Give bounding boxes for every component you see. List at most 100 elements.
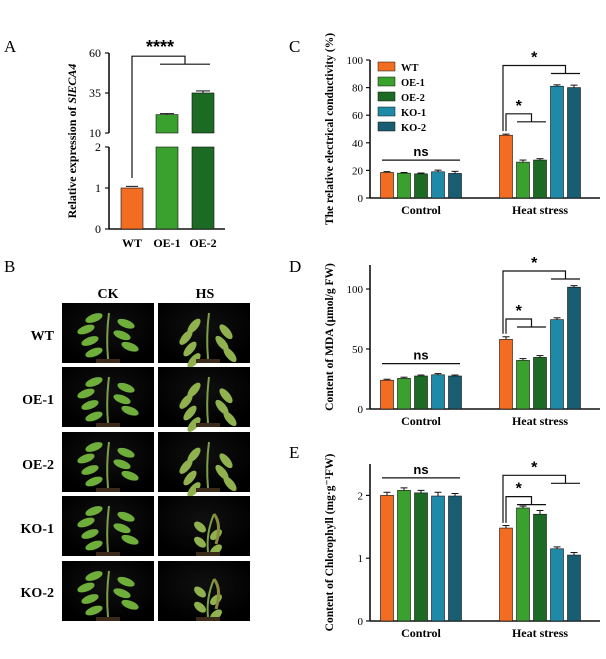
plant-leaf — [187, 417, 201, 432]
plant-leaf — [183, 341, 197, 357]
plant-leaf — [85, 411, 103, 422]
plant-leaf — [121, 534, 139, 545]
plant-leaf — [77, 453, 95, 464]
legend-swatch — [377, 61, 396, 72]
legend-label: WT — [401, 63, 419, 74]
bar — [499, 527, 513, 622]
bar — [380, 172, 394, 199]
sig-d-oe-bracket — [505, 318, 533, 334]
plant-stem — [206, 376, 210, 424]
bar — [414, 375, 428, 410]
bar — [414, 173, 428, 199]
chart-a-relative-expression: 10 35 60 0 1 2 Relative expression of SlECA4 WT… — [65, 37, 225, 250]
bar — [499, 134, 513, 199]
plant-stem — [106, 441, 110, 489]
bar-upper — [191, 92, 215, 134]
category-label: WT — [122, 236, 142, 250]
bar — [448, 495, 462, 622]
legend: WT OE-1 OE-2 KO-1 KO-2 — [377, 61, 426, 134]
plant-leaf — [215, 464, 229, 480]
plant-leaf — [183, 470, 197, 486]
ns-label: ns — [413, 348, 428, 363]
plant-stem — [106, 312, 110, 360]
group-label: Heat stress — [512, 414, 568, 428]
row-label-ko1: KO-1 — [21, 522, 54, 537]
y-tick-label: 50 — [352, 344, 364, 356]
wilted-leaves — [212, 578, 221, 610]
group-label: Control — [401, 203, 441, 217]
row-label-wt: WT — [31, 329, 55, 344]
plant-leaf — [85, 377, 103, 387]
plant-leaf — [117, 382, 135, 393]
group-label: Heat stress — [512, 626, 568, 640]
y-tick-label: 1 — [358, 553, 364, 565]
bar — [516, 161, 530, 199]
plant-leaf — [113, 588, 131, 599]
y-tick-label: 0 — [358, 616, 364, 628]
plant-photo-tile — [158, 367, 250, 427]
bar — [567, 87, 581, 199]
plant-leaf — [194, 586, 206, 598]
bar — [380, 495, 394, 622]
plant-leaf — [194, 601, 206, 613]
y-tick-label: 20 — [352, 165, 364, 177]
y-axis-label: Content of MDA (μmol/g FW) — [324, 263, 336, 411]
y-tick-label: 60 — [89, 46, 101, 60]
sig-c-oe-bracket — [505, 113, 533, 132]
plant-stem — [206, 312, 210, 360]
plant-pot-soil — [96, 423, 120, 427]
plant-stem — [206, 578, 215, 618]
plant-photo-tile — [158, 432, 250, 492]
legend-swatch — [377, 91, 396, 102]
plant-leaf — [85, 540, 103, 551]
sig-d-ko-label: * — [531, 255, 538, 272]
plant-leaf — [179, 330, 193, 345]
plant-photo-tile — [158, 303, 250, 363]
plant-leaf — [113, 523, 131, 534]
chart-d-mda-content: 0 50 100 Content of MDA (μmol/g FW) Control H… — [324, 255, 600, 428]
bar — [431, 374, 445, 410]
significance-label: **** — [146, 37, 174, 57]
bar — [516, 360, 530, 410]
bar — [397, 172, 411, 199]
plant-pot-soil — [196, 359, 220, 363]
wilted-leaves — [212, 513, 221, 545]
group-label: Control — [401, 414, 441, 428]
legend-swatch — [377, 106, 396, 117]
sig-e-oe-bracket — [505, 496, 533, 523]
plant-leaf — [81, 594, 99, 604]
y-tick-label: 10 — [89, 126, 101, 140]
ns-label: ns — [413, 144, 428, 159]
y-tick-label: 0 — [358, 193, 364, 205]
plant-stem — [206, 441, 210, 489]
sig-e-ko-label: * — [531, 459, 538, 476]
sig-c-ko-bracket — [502, 64, 567, 132]
plant-photo-grid: CK HS WT OE-1 OE-2 KO-1 KO-2 — [21, 287, 250, 621]
plant-leaf — [219, 324, 233, 340]
plant-leaf — [113, 330, 131, 341]
sig-d-oe-label: * — [516, 303, 523, 320]
plant-leaf — [223, 476, 237, 492]
plant-leaf — [215, 335, 229, 351]
bar — [380, 379, 394, 410]
category-label: OE-1 — [153, 236, 180, 250]
y-tick-label: 60 — [352, 110, 364, 122]
plant-leaf — [85, 442, 103, 452]
bar — [414, 492, 428, 622]
bar — [120, 187, 144, 230]
plant-leaf — [187, 482, 201, 497]
chart-c-electrical-conductivity: 0 20 40 60 80 100 The relative electrical cond… — [324, 33, 600, 225]
plant-leaf — [77, 388, 95, 399]
y-tick-label: 2 — [358, 490, 364, 502]
y-tick-label: 2 — [95, 140, 101, 154]
plant-pot-soil — [96, 359, 120, 363]
plant-leaf — [215, 399, 229, 415]
plant-stem — [206, 513, 215, 553]
panel-label-e: E — [289, 443, 299, 462]
plant-leaf — [187, 353, 201, 368]
plant-leaf — [183, 405, 197, 421]
row-label-oe1: OE-1 — [22, 393, 54, 408]
plant-leaf — [117, 318, 135, 329]
plant-leaf — [223, 347, 237, 363]
